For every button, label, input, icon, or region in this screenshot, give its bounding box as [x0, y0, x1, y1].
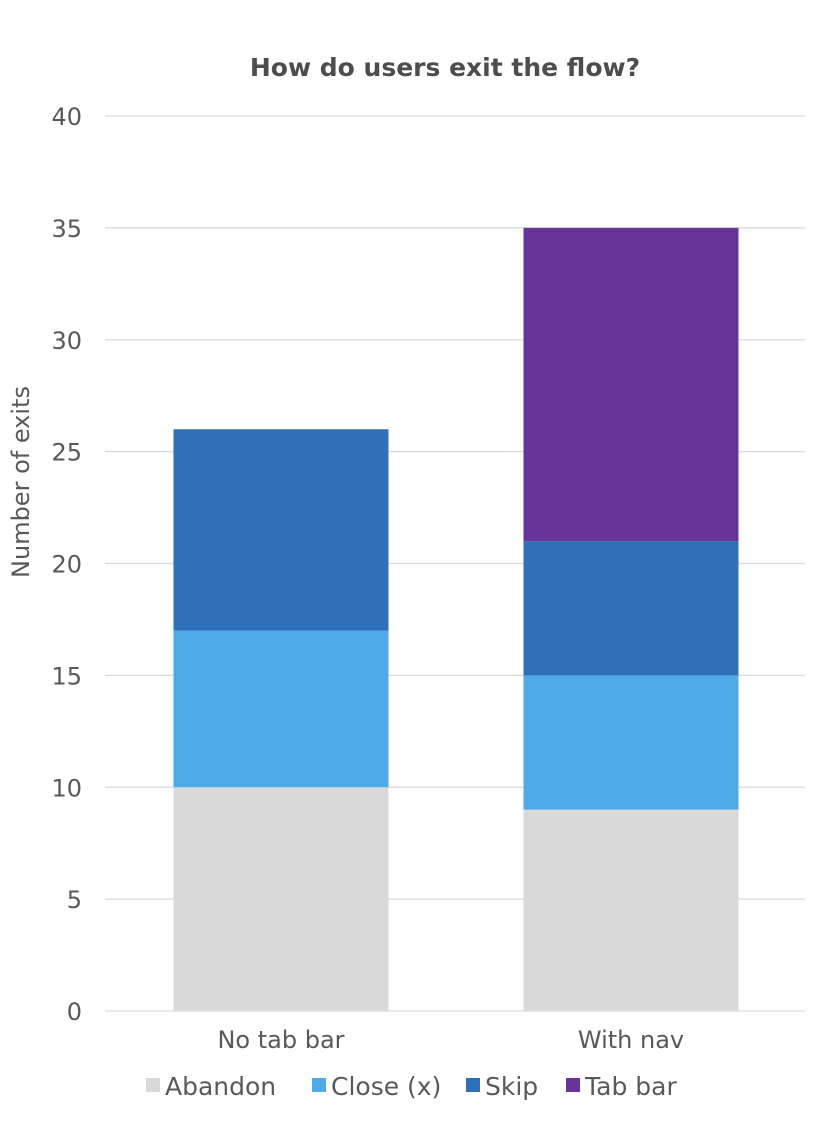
y-tick-label: 5 [67, 886, 82, 914]
y-tick-label: 25 [51, 439, 82, 467]
legend-swatch [566, 1078, 580, 1092]
y-tick-label: 15 [51, 662, 82, 690]
legend: Abandon Close (x) Skip Tab bar [146, 1072, 677, 1101]
bar-segment-close-x [173, 630, 389, 788]
legend-label: Close (x) [331, 1072, 441, 1101]
y-axis-title: Number of exits [7, 386, 35, 578]
bar-segment-skip [173, 429, 389, 631]
y-tick-label: 0 [67, 998, 82, 1026]
y-tick-label: 10 [51, 774, 82, 802]
legend-swatch [312, 1078, 326, 1092]
bar-segment-close-x [523, 675, 739, 810]
legend-swatch [466, 1078, 480, 1092]
bar-segment-skip [523, 541, 739, 676]
x-tick-label: No tab bar [217, 1026, 344, 1054]
y-tick-label: 40 [51, 103, 82, 131]
legend-swatch [146, 1078, 160, 1092]
y-tick-label: 20 [51, 551, 82, 579]
bar-segment-abandon [523, 809, 739, 1011]
legend-label: Tab bar [584, 1072, 677, 1101]
y-tick-label: 30 [51, 327, 82, 355]
legend-label: Abandon [165, 1072, 276, 1101]
bars [173, 227, 739, 1011]
y-axis-ticks: 0 5 10 15 20 25 30 35 40 [51, 103, 82, 1026]
x-axis-ticks: No tab bar With nav [217, 1026, 684, 1054]
bar-segment-tab-bar [523, 227, 739, 542]
bar-segment-abandon [173, 787, 389, 1011]
chart-title: How do users exit the flow? [250, 53, 640, 82]
y-tick-label: 35 [51, 215, 82, 243]
legend-label: Skip [485, 1072, 538, 1101]
x-tick-label: With nav [578, 1026, 684, 1054]
